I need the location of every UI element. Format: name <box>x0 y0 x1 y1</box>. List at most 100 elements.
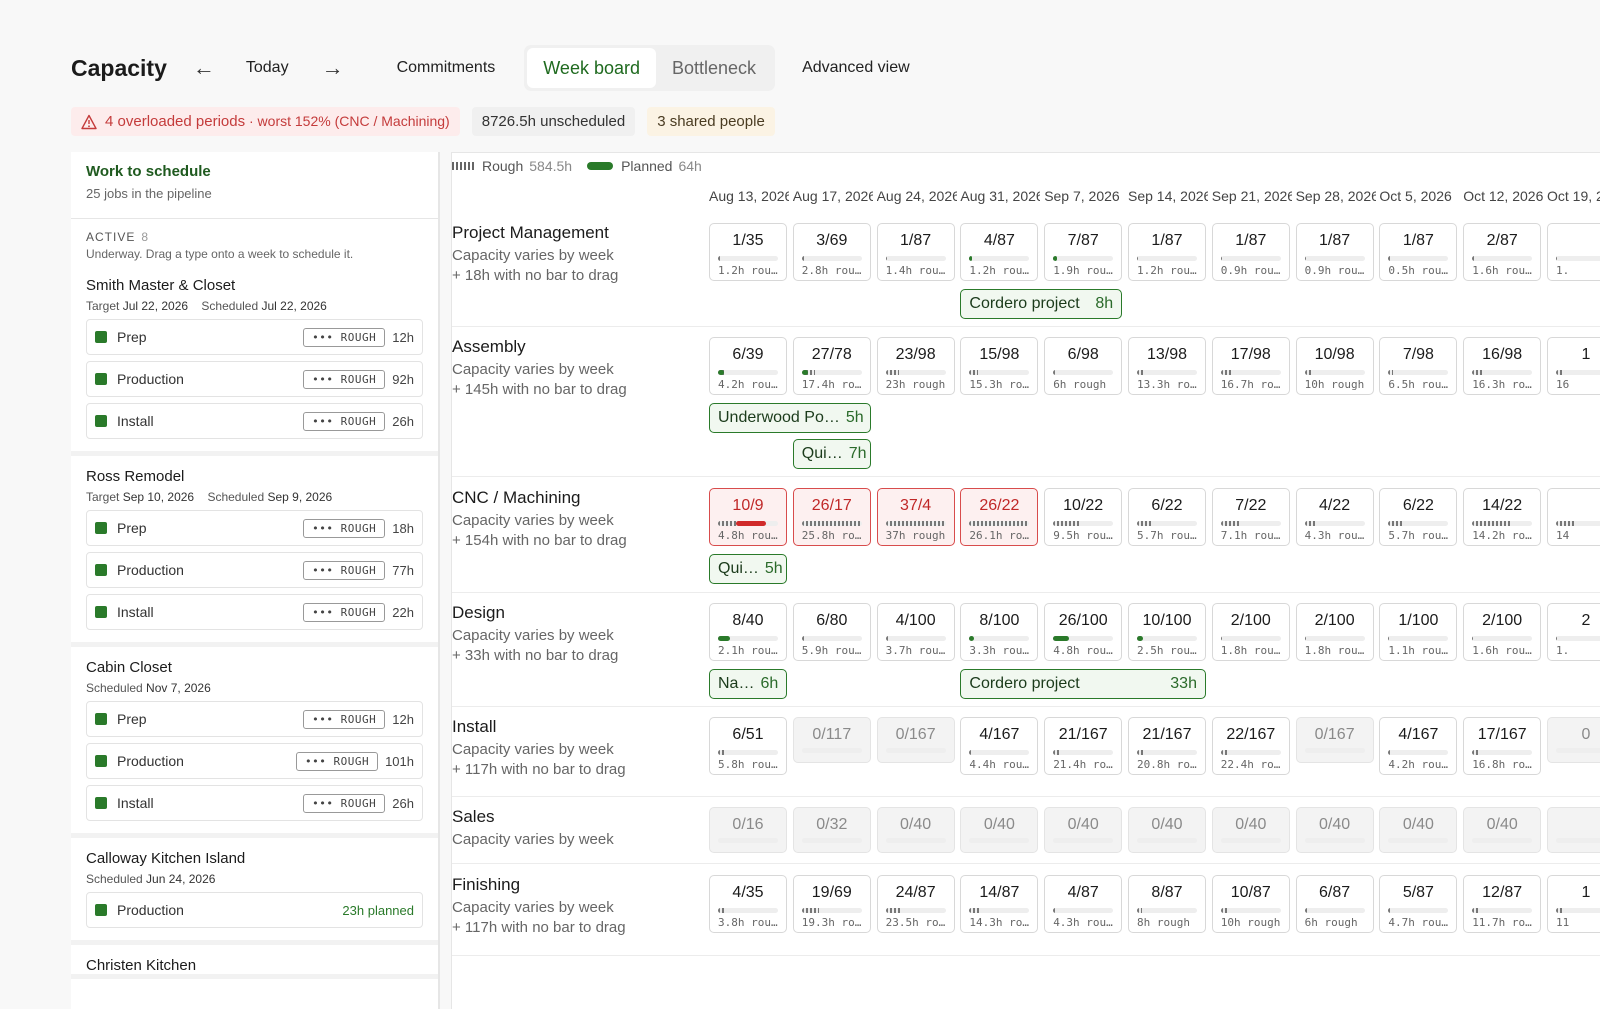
week-cell[interactable]: 12/87 11.7h rough <box>1463 875 1542 933</box>
week-cell[interactable]: 6/87 6h rough <box>1295 875 1374 933</box>
week-cell[interactable]: 6/22 5.7h rough <box>1128 488 1206 546</box>
week-cell[interactable]: 0/40 <box>1128 807 1206 853</box>
week-cell[interactable]: 6/39 4.2h rough <box>709 337 787 395</box>
week-cell[interactable]: 6/51 5.8h rough <box>709 717 787 775</box>
task-row[interactable]: Prep ••• ROUGH 12h <box>86 319 423 355</box>
week-cell[interactable]: 1 16 <box>1547 337 1600 395</box>
week-cell[interactable]: 2 1. <box>1547 603 1600 661</box>
week-cell[interactable]: 0/40 <box>1044 807 1123 853</box>
week-cell[interactable]: 10/87 10h rough <box>1211 875 1290 933</box>
week-cell[interactable]: 0/117 <box>792 717 871 763</box>
overload-alert[interactable]: 4 overloaded periods · worst 152% (CNC /… <box>71 107 460 136</box>
week-cell[interactable]: 2/87 1.6h rough <box>1463 223 1542 281</box>
week-cell[interactable]: 1/87 0.5h rough <box>1379 223 1458 281</box>
shared-people-badge[interactable]: 3 shared people <box>647 107 775 136</box>
week-cell[interactable]: 7/98 6.5h rough <box>1379 337 1458 395</box>
week-cell[interactable]: 1. <box>1547 223 1600 281</box>
week-cell[interactable]: 7/22 7.1h rough <box>1211 488 1290 546</box>
week-cell[interactable]: 16/98 16.3h rough <box>1463 337 1542 395</box>
week-cell[interactable]: 22/167 22.4h rough <box>1211 717 1290 775</box>
week-cell[interactable]: 8/87 8h rough <box>1128 875 1206 933</box>
week-cell[interactable]: 10/100 2.5h rough <box>1128 603 1206 661</box>
week-cell[interactable]: 3/69 2.8h rough <box>792 223 871 281</box>
task-row[interactable]: Install ••• ROUGH 22h <box>86 594 423 630</box>
week-cell[interactable]: 10/9 4.8h rough <box>709 488 787 546</box>
scheduled-job-bar[interactable]: Underwood Po… 5h <box>709 403 871 433</box>
week-cell[interactable]: 23/98 23h rough <box>876 337 955 395</box>
week-cell[interactable]: 2/100 1.6h rough <box>1463 603 1542 661</box>
task-row[interactable]: Production ••• ROUGH 101h <box>86 743 423 779</box>
week-cell[interactable]: 4/22 4.3h rough <box>1295 488 1374 546</box>
week-cell[interactable]: 13/98 13.3h rough <box>1128 337 1206 395</box>
week-cell[interactable]: 1/87 0.9h rough <box>1295 223 1374 281</box>
week-cell[interactable]: 6/80 5.9h rough <box>792 603 871 661</box>
task-row[interactable]: Production 23h planned <box>86 892 423 928</box>
week-cell[interactable]: 4/35 3.8h rough <box>709 875 787 933</box>
week-cell[interactable]: 0/16 <box>709 807 787 853</box>
task-row[interactable]: Production ••• ROUGH 92h <box>86 361 423 397</box>
week-cell[interactable]: 24/87 23.5h rough <box>876 875 955 933</box>
week-cell[interactable]: 8/100 3.3h rough <box>960 603 1039 661</box>
commitments-link[interactable]: Commitments <box>396 59 496 76</box>
week-cell[interactable]: 10/22 9.5h rough <box>1044 488 1123 546</box>
week-cell[interactable]: 27/78 17.4h rough <box>792 337 871 395</box>
today-button[interactable]: Today <box>245 59 289 76</box>
week-cell[interactable]: 10/98 10h rough <box>1295 337 1374 395</box>
week-cell[interactable]: 2/100 1.8h rough <box>1211 603 1290 661</box>
week-cell[interactable]: 37/4 37h rough <box>876 488 955 546</box>
week-cell[interactable]: 4/87 4.3h rough <box>1044 875 1123 933</box>
week-cell[interactable] <box>1547 807 1600 853</box>
task-row[interactable]: Prep ••• ROUGH 12h <box>86 701 423 737</box>
week-cell[interactable]: 4/167 4.4h rough <box>960 717 1039 775</box>
week-cell[interactable]: 0/40 <box>876 807 955 853</box>
week-cell[interactable]: 0/32 <box>792 807 871 853</box>
week-cell[interactable]: 4/87 1.2h rough <box>960 223 1039 281</box>
next-arrow-icon[interactable]: → <box>321 55 344 80</box>
week-cell[interactable]: 5/87 4.7h rough <box>1379 875 1458 933</box>
previous-arrow-icon[interactable]: ← <box>192 55 215 80</box>
week-cell[interactable]: 0/167 <box>1295 717 1374 763</box>
tab-week-board[interactable]: Week board <box>527 48 656 88</box>
week-cell[interactable]: 26/22 26.1h rough <box>960 488 1039 546</box>
week-cell[interactable]: 26/100 4.8h rough <box>1044 603 1123 661</box>
week-cell[interactable]: 4/100 3.7h rough <box>876 603 955 661</box>
week-cell[interactable]: 1/87 0.9h rough <box>1211 223 1290 281</box>
week-cell[interactable]: 0/40 <box>960 807 1039 853</box>
week-cell[interactable]: 21/167 20.8h rough <box>1128 717 1206 775</box>
tab-bottleneck[interactable]: Bottleneck <box>672 58 757 78</box>
week-cell[interactable]: 1/100 1.1h rough <box>1379 603 1458 661</box>
week-cell[interactable]: 8/40 2.1h rough <box>709 603 787 661</box>
week-cell[interactable]: 19/69 19.3h rough <box>792 875 871 933</box>
week-cell[interactable]: 14 <box>1547 488 1600 546</box>
week-cell[interactable]: 26/17 25.8h rough <box>792 488 871 546</box>
week-cell[interactable]: 1/87 1.2h rough <box>1128 223 1206 281</box>
scheduled-job-bar[interactable]: Cordero project 33h <box>960 669 1206 699</box>
scheduled-job-bar[interactable]: Na… 6h <box>709 669 787 699</box>
week-cell[interactable]: 0/40 <box>1211 807 1290 853</box>
scheduled-job-bar[interactable]: Cordero project 8h <box>960 289 1123 319</box>
week-cell[interactable]: 17/98 16.7h rough <box>1211 337 1290 395</box>
scheduled-job-bar[interactable]: Qui… 5h <box>709 554 787 584</box>
week-cell[interactable]: 0/167 <box>876 717 955 763</box>
week-cell[interactable]: 4/167 4.2h rough <box>1379 717 1458 775</box>
task-row[interactable]: Install ••• ROUGH 26h <box>86 403 423 439</box>
week-cell[interactable]: 0 <box>1547 717 1600 763</box>
scheduled-job-bar[interactable]: Qui… 7h <box>792 439 871 469</box>
week-cell[interactable]: 14/87 14.3h rough <box>960 875 1039 933</box>
week-cell[interactable]: 21/167 21.4h rough <box>1044 717 1123 775</box>
task-row[interactable]: Prep ••• ROUGH 18h <box>86 510 423 546</box>
week-cell[interactable]: 7/87 1.9h rough <box>1044 223 1123 281</box>
week-cell[interactable]: 1/87 1.4h rough <box>876 223 955 281</box>
week-cell[interactable]: 1 11 <box>1547 875 1600 933</box>
week-cell[interactable]: 6/22 5.7h rough <box>1379 488 1458 546</box>
advanced-view-link[interactable]: Advanced view <box>802 59 910 76</box>
week-cell[interactable]: 0/40 <box>1379 807 1458 853</box>
week-cell[interactable]: 14/22 14.2h rough <box>1463 488 1542 546</box>
week-cell[interactable]: 0/40 <box>1295 807 1374 853</box>
week-cell[interactable]: 17/167 16.8h rough <box>1463 717 1542 775</box>
task-row[interactable]: Install ••• ROUGH 26h <box>86 785 423 821</box>
week-cell[interactable]: 2/100 1.8h rough <box>1295 603 1374 661</box>
week-cell[interactable]: 0/40 <box>1463 807 1542 853</box>
week-cell[interactable]: 1/35 1.2h rough <box>709 223 787 281</box>
week-cell[interactable]: 15/98 15.3h rough <box>960 337 1039 395</box>
